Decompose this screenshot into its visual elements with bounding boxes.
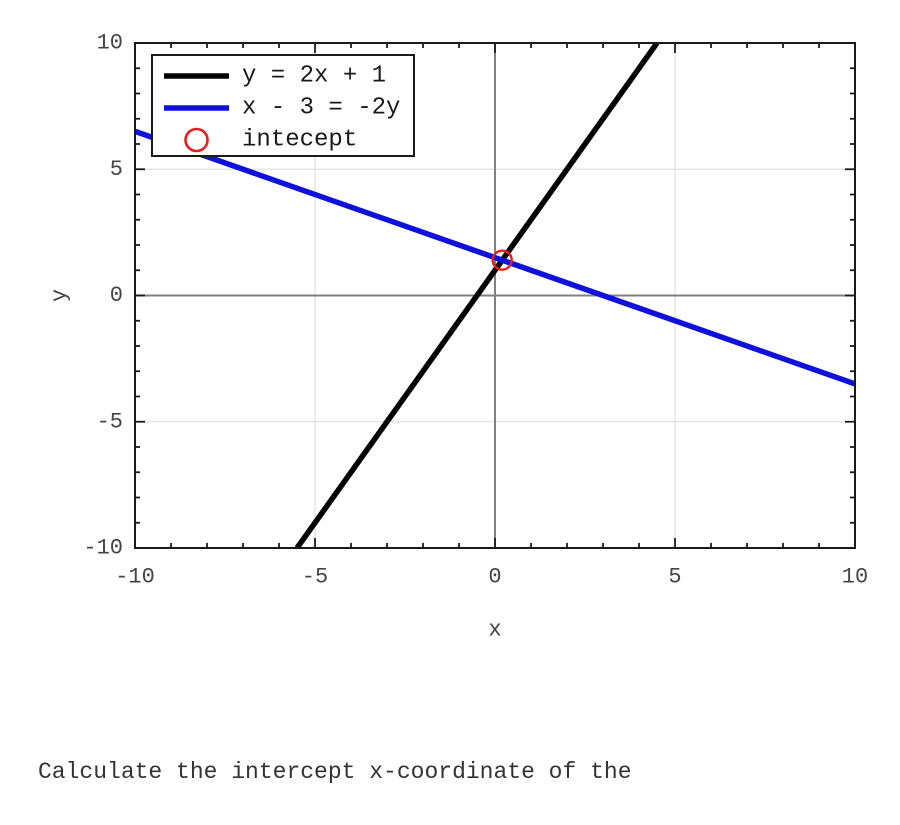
legend-swatch-2 (184, 127, 209, 153)
intercept-marker (491, 249, 513, 271)
series-line-1 (135, 128, 855, 387)
x-tick-label: -5 (302, 565, 328, 590)
series-line-0 (294, 43, 660, 548)
legend-label-2: intecept (242, 127, 357, 154)
legend: y = 2x + 1 x - 3 = -2y intecept (151, 54, 415, 157)
y-axis-label: y (48, 289, 73, 302)
legend-label-1: x - 3 = -2y (242, 95, 400, 122)
y-tick-label: -10 (83, 536, 123, 561)
question-line-1: Calculate the intercept x-coordinate of … (38, 759, 632, 785)
x-tick-label: 5 (668, 565, 681, 590)
x-tick-label: -10 (115, 565, 155, 590)
y-tick-label: 10 (97, 31, 123, 56)
chart-canvas: -10 -10 -5 -5 0 0 5 5 10 10 x y y = 2x + 1 x - 3 = -2… (48, 31, 869, 643)
y-tick-label: 0 (110, 283, 123, 308)
x-tick-label: 10 (842, 565, 868, 590)
y-tick-label: 5 (110, 157, 123, 182)
x-axis-label: x (488, 618, 501, 643)
legend-label-0: y = 2x + 1 (242, 63, 386, 90)
y-tick-label: -5 (97, 409, 123, 434)
chart-area: -10 -10 -5 -5 0 0 5 5 10 10 x y y = 2x + 1 x - 3 = -2… (48, 31, 869, 643)
question-text: Calculate the intercept x-coordinate of … (38, 682, 632, 825)
x-tick-label: 0 (488, 565, 501, 590)
